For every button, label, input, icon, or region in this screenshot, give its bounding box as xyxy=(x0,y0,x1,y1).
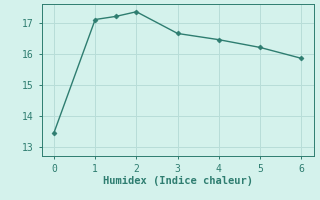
X-axis label: Humidex (Indice chaleur): Humidex (Indice chaleur) xyxy=(103,176,252,186)
